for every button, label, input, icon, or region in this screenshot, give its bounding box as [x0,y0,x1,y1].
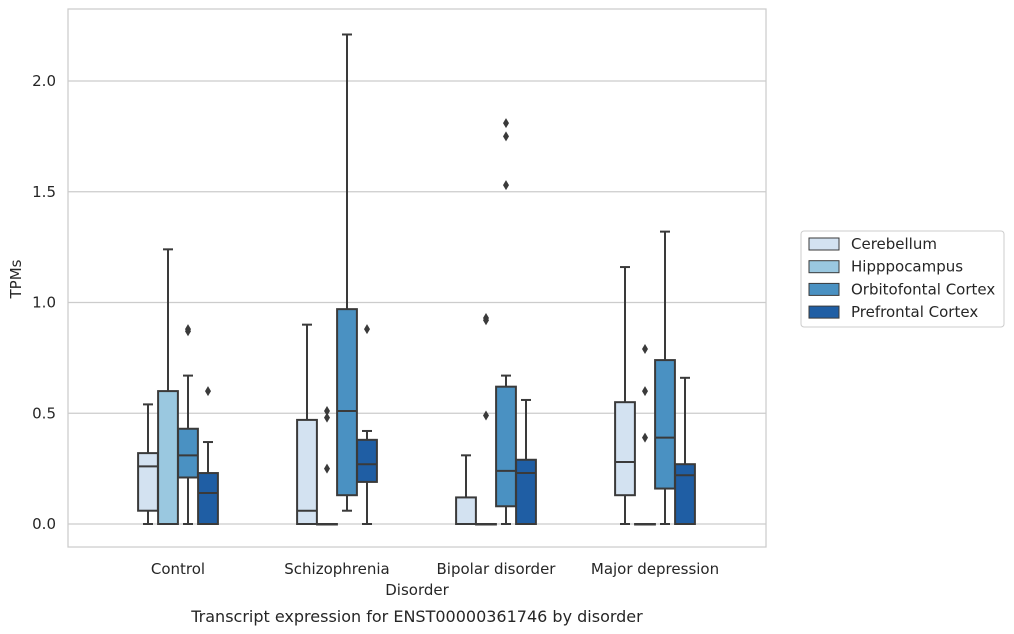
legend-item-orbitofontal-cortex: Orbitofontal Cortex [808,280,995,298]
box-body [654,359,676,490]
box-cerebellum-2 [455,454,477,526]
outlier-point [503,131,509,142]
legend-label: Prefrontal Cortex [851,303,978,321]
outlier-point [205,386,211,397]
outlier-point [364,324,370,335]
box-groups [137,33,696,526]
y-axis-label: TPMs [7,259,25,299]
box-prefrontal-cortex-3 [674,376,696,526]
legend-label: Hipppocampus [851,258,963,276]
y-tick-label: 0.5 [32,404,56,422]
box-body [455,496,477,526]
y-tick-label: 1.5 [32,183,56,201]
chart-title: Transcript expression for ENST0000036174… [190,607,643,626]
x-axis-label: Disorder [385,581,449,599]
outlier-point [324,406,330,417]
box-body [495,385,517,508]
outlier-point [185,324,191,335]
outlier-point [642,344,648,355]
box-body [336,308,358,497]
box-prefrontal-cortex-2 [515,398,537,526]
box-prefrontal-cortex-1 [356,324,378,525]
box-cerebellum-3 [614,266,636,525]
box-orbitofontal-cortex-1 [336,33,358,512]
legend-swatch [808,305,840,319]
legend-label: Orbitofontal Cortex [851,280,995,298]
legend-label: Cerebellum [851,235,937,253]
outlier-point [642,432,648,443]
box-body [137,452,159,512]
legend-swatch [808,237,840,251]
x-tick-label: Major depression [591,560,719,578]
box-body [197,472,219,525]
box-hipppocampus-1 [316,406,338,526]
legend: Cerebellum Hipppocampus Orbitofontal Corte… [800,230,1005,328]
legend-item-prefrontal-cortex: Prefrontal Cortex [808,303,978,321]
box-orbitofontal-cortex-0 [177,324,199,525]
box-body [674,463,696,526]
box-cerebellum-0 [137,403,159,525]
box-body [515,458,537,526]
legend-item-cerebellum: Cerebellum [808,235,937,253]
outlier-point [324,463,330,474]
box-hipppocampus-3 [634,344,656,526]
outlier-point [503,118,509,129]
legend-frame [800,230,1005,328]
box-body [157,390,179,525]
plot-area-frame [67,8,767,548]
legend-item-hipppocampus: Hipppocampus [808,258,963,276]
outlier-point [483,410,489,421]
legend-swatch [808,282,840,296]
x-tick-label: Bipolar disorder [437,560,557,578]
box-hipppocampus-0 [157,248,179,525]
outlier-point [642,386,648,397]
y-tick-label: 0.0 [32,515,56,533]
box-body [177,427,199,479]
y-tick-label: 2.0 [32,72,56,90]
outlier-point [503,180,509,191]
box-body [296,418,318,525]
box-orbitofontal-cortex-2 [495,118,517,525]
box-hipppocampus-2 [475,313,497,526]
outlier-point [324,412,330,423]
x-tick-labels: Control Schizophrenia Bipolar disorder Majo… [151,560,719,578]
box-body [356,438,378,483]
y-tick-labels: 0.0 0.5 1.0 1.5 2.0 [32,72,56,533]
box-prefrontal-cortex-0 [197,386,219,525]
x-tick-label: Schizophrenia [284,560,389,578]
box-orbitofontal-cortex-3 [654,230,676,525]
box-cerebellum-1 [296,323,318,525]
y-tick-label: 1.0 [32,294,56,312]
x-tick-label: Control [151,560,205,578]
box-body [614,401,636,497]
legend-swatch [808,260,840,274]
outlier-point [483,313,489,324]
